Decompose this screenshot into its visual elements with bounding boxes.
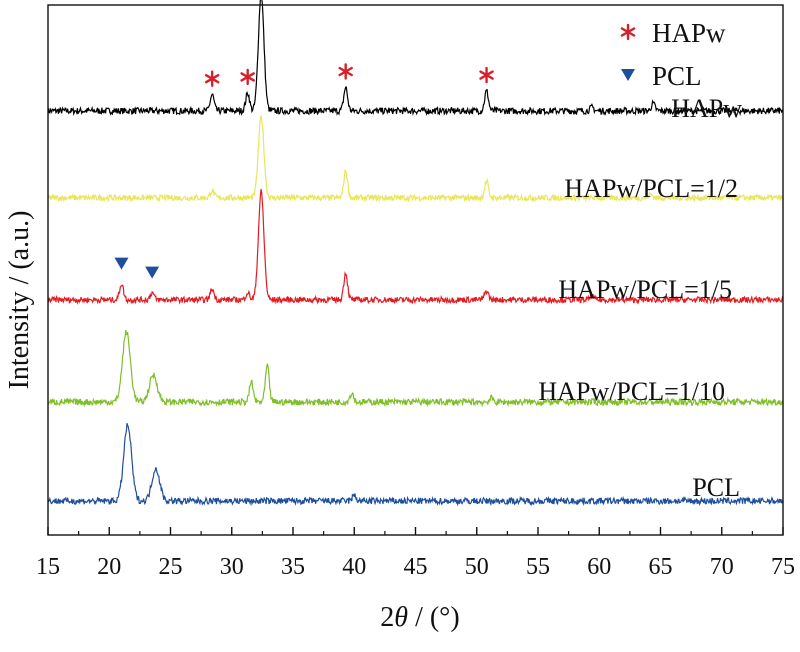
series-label-3: HAPw/PCL=1/5 [558,275,732,304]
x-axis-title: 2θ / (°) [380,602,459,633]
x-tick-label: 20 [97,554,121,580]
x-tick-label: 65 [649,554,673,580]
peak-markers [114,63,494,279]
asterisk-marker-4 [338,63,353,80]
series-label-1: HAPw [671,94,742,123]
x-tick-label: 25 [159,554,183,580]
legend-label-2: PCL [652,61,702,91]
series-labels: HAPw HAPw/PCL=1/2 HAPw/PCL=1/5 HAPw/PCL=1/1… [538,94,742,502]
x-tick-label: 60 [587,554,611,580]
asterisk-marker-5 [479,66,494,84]
x-tick-label: 75 [771,554,795,580]
series-label-4: HAPw/PCL=1/10 [538,377,725,406]
x-tick-label: 70 [710,554,734,580]
series-line-1 [47,0,784,117]
series-traces [47,0,784,507]
x-tick-label: 30 [220,554,244,580]
legend-asterisk-icon [620,23,636,41]
x-tick-label: 50 [465,554,489,580]
series-line-2 [47,114,784,203]
legend-triangle-icon [621,69,635,81]
asterisk-marker-1 [204,70,220,87]
x-tick-label: 45 [404,554,428,580]
axes: 15 20 25 30 35 40 45 50 55 60 65 70 75 [36,4,795,580]
series-line-3 [47,189,784,306]
x-tick-label: 55 [526,554,550,580]
y-axis-title: Intensity / (a.u.) [4,211,35,390]
series-label-5: PCL [692,473,740,502]
series-line-4 [47,329,784,408]
asterisk-marker-2 [240,68,255,86]
series-line-5 [47,422,784,507]
x-tick-label: 35 [281,554,305,580]
legend-label-1: HAPw [652,18,726,48]
x-tick-label: 15 [36,554,60,580]
triangle-marker-6 [114,257,129,270]
x-tick-label: 40 [342,554,366,580]
series-label-2: HAPw/PCL=1/2 [564,174,738,203]
triangle-marker-7 [145,266,160,279]
legend: HAPw PCL [620,18,726,91]
